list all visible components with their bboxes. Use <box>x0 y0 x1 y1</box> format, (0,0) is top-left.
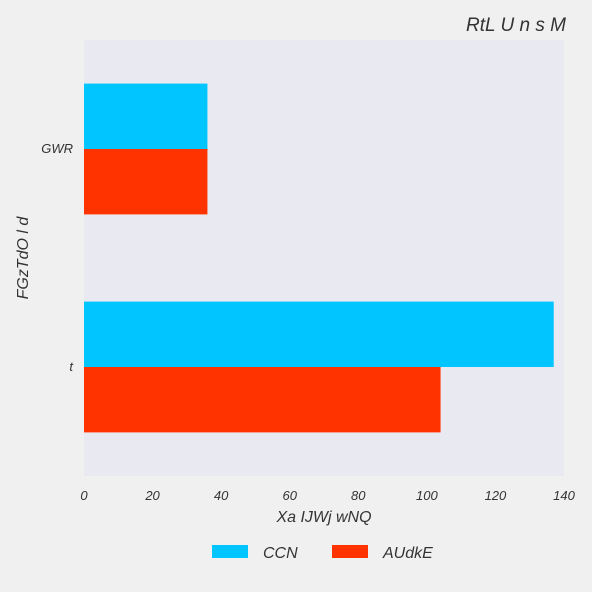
bar-ccn-gwr <box>84 83 208 149</box>
chart-title: RtL U n s M <box>466 15 566 36</box>
legend-swatch-audke <box>332 545 368 558</box>
bars-group <box>84 83 554 433</box>
x-tick-label: 140 <box>553 488 575 503</box>
x-tick-label: 100 <box>416 488 438 503</box>
legend-swatch-ccn <box>212 545 248 558</box>
x-tick-label: 20 <box>144 488 160 503</box>
bar-ccn-t <box>84 301 554 367</box>
legend-label-audke: AUdkE <box>382 545 433 562</box>
legend: CCN AUdkE <box>212 545 433 562</box>
x-tick-label: 40 <box>214 488 229 503</box>
y-tick-label: GWR <box>41 141 73 156</box>
y-axis-label: FGzTdO l d <box>15 216 32 300</box>
bar-audke-gwr <box>84 149 208 215</box>
legend-label-ccn: CCN <box>263 545 298 562</box>
x-tick-label: 80 <box>351 488 366 503</box>
bar-audke-t <box>84 367 441 433</box>
x-axis-label: Xa IJWj wNQ <box>275 509 371 526</box>
y-tick-label: t <box>69 359 74 374</box>
x-tick-label: 0 <box>80 488 88 503</box>
x-tick-label: 60 <box>282 488 297 503</box>
x-tick-label: 120 <box>485 488 507 503</box>
x-tick-labels: 0 20 40 60 80 100 120 140 <box>80 488 575 503</box>
y-tick-labels: GWR t <box>41 141 74 374</box>
